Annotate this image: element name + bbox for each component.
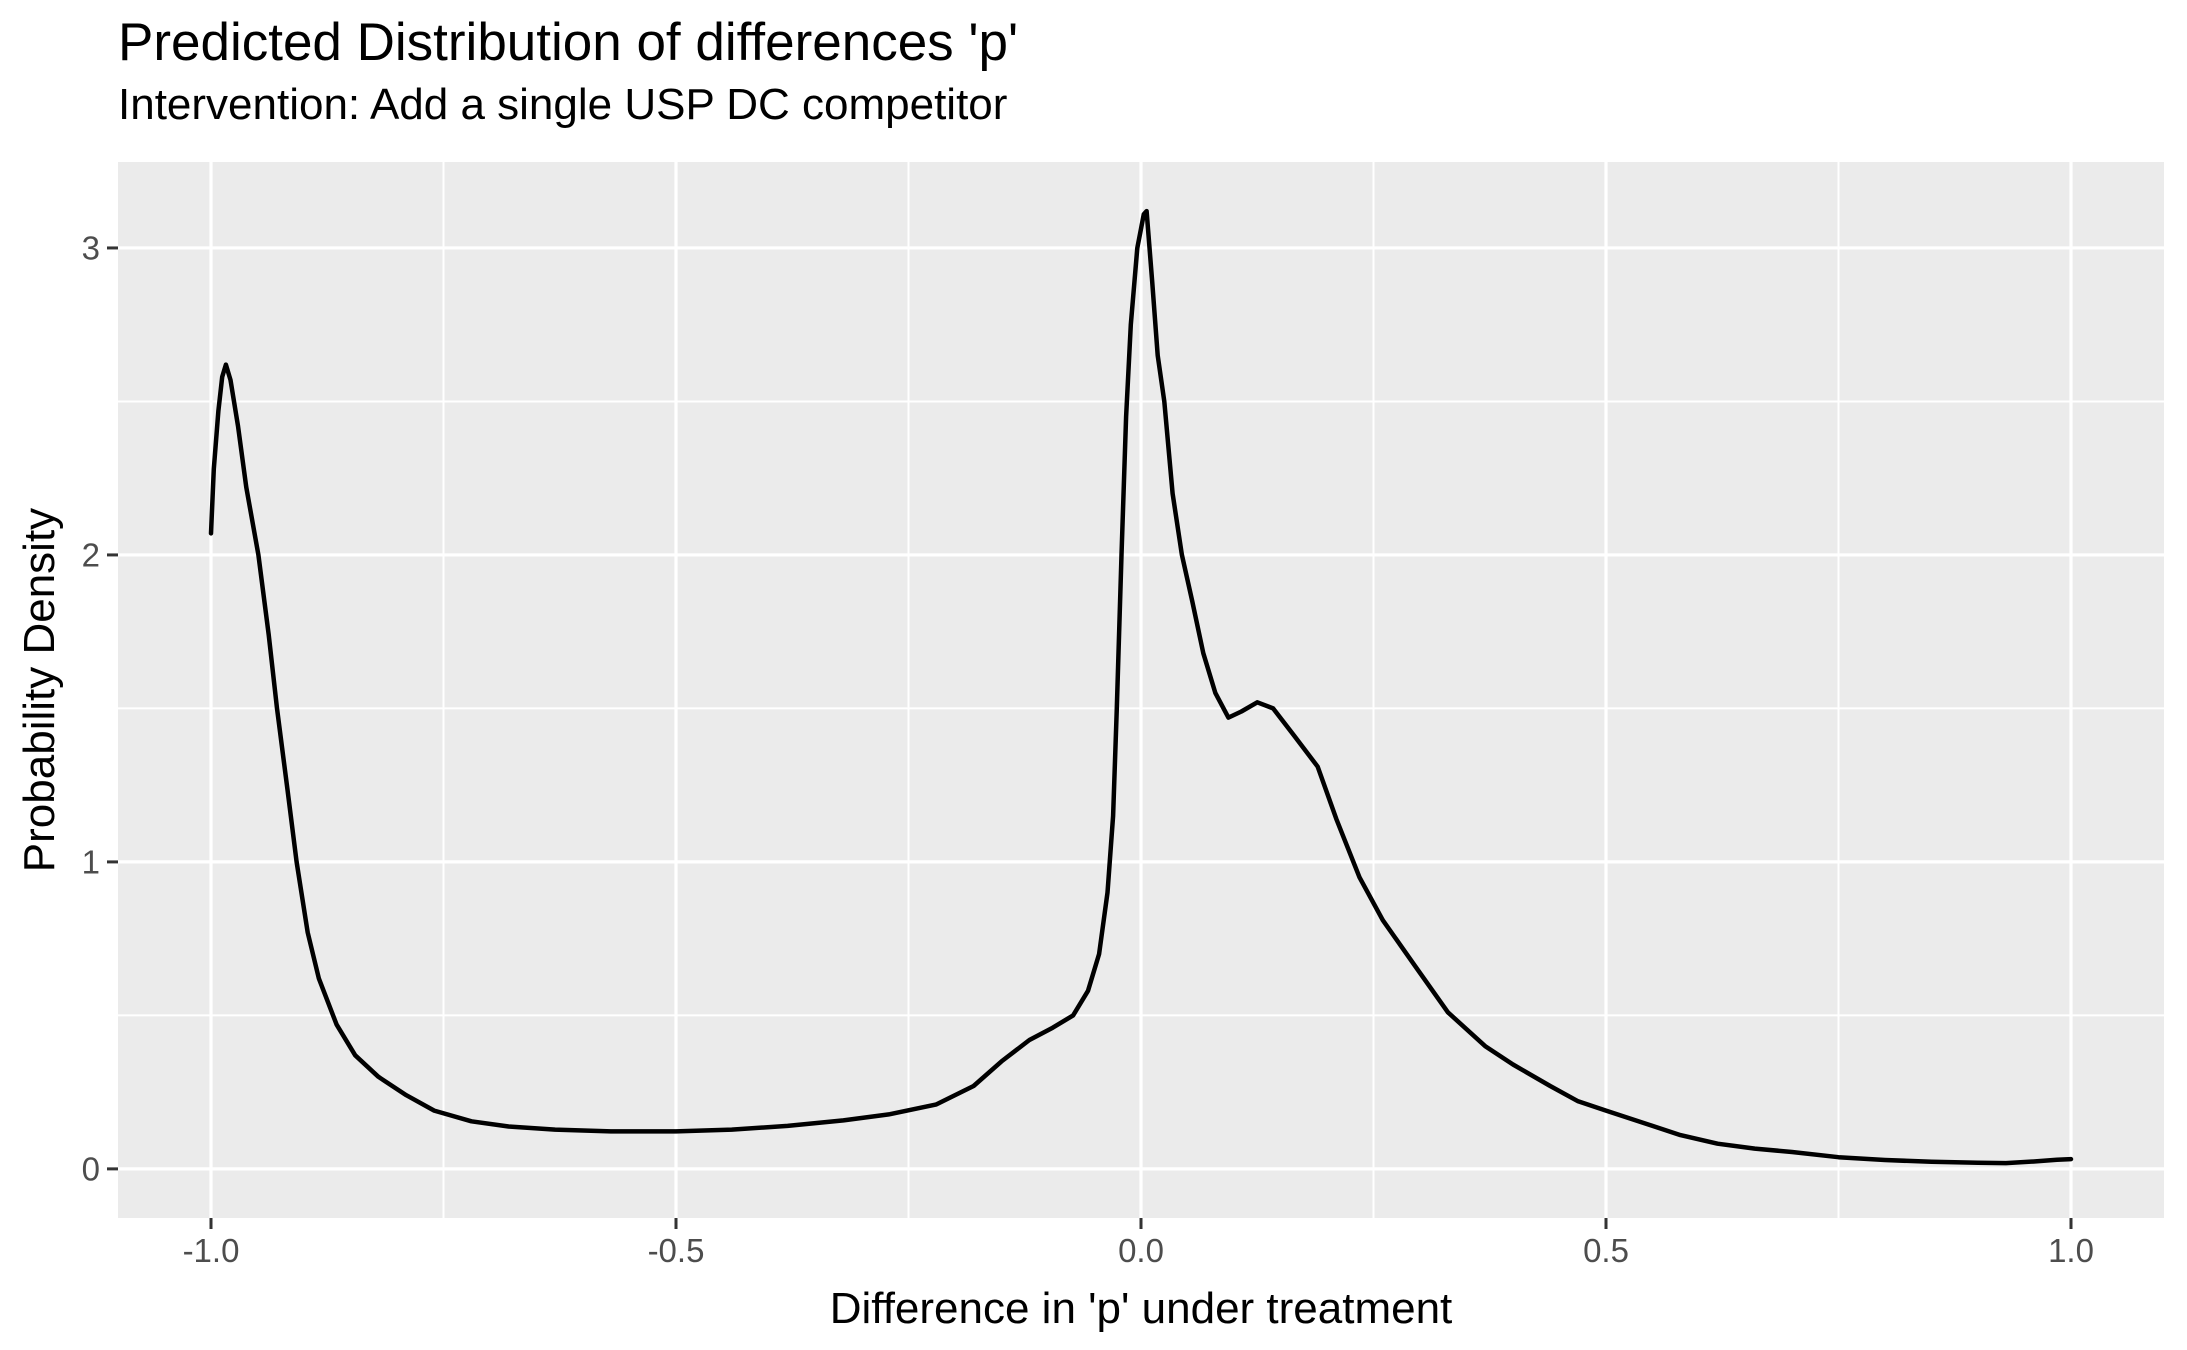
plot-subtitle: Intervention: Add a single USP DC compet… — [118, 80, 1008, 129]
density-curve-canvas — [107, 162, 2164, 1229]
y-tick-label-1: 1 — [81, 843, 100, 881]
plot-title: Predicted Distribution of differences 'p… — [118, 13, 1019, 72]
y-tick-label-2: 2 — [81, 536, 100, 574]
plot-panel — [107, 162, 2164, 1229]
x-axis-title: Difference in 'p' under treatment — [829, 1284, 1453, 1333]
y-axis-title: Probability Density — [15, 507, 64, 873]
density-curve — [208, 208, 2074, 1166]
y-tick-label-0: 0 — [81, 1150, 100, 1188]
x-tick-label-0.5: 0.5 — [1583, 1232, 1629, 1269]
y-tick-label-3: 3 — [81, 229, 100, 267]
x-tick-label-1.0: 1.0 — [2048, 1232, 2094, 1269]
x-tick-label--1.0: -1.0 — [182, 1232, 240, 1269]
x-tick-label-0.0: 0.0 — [1118, 1232, 1164, 1269]
x-tick-label--0.5: -0.5 — [647, 1232, 705, 1269]
